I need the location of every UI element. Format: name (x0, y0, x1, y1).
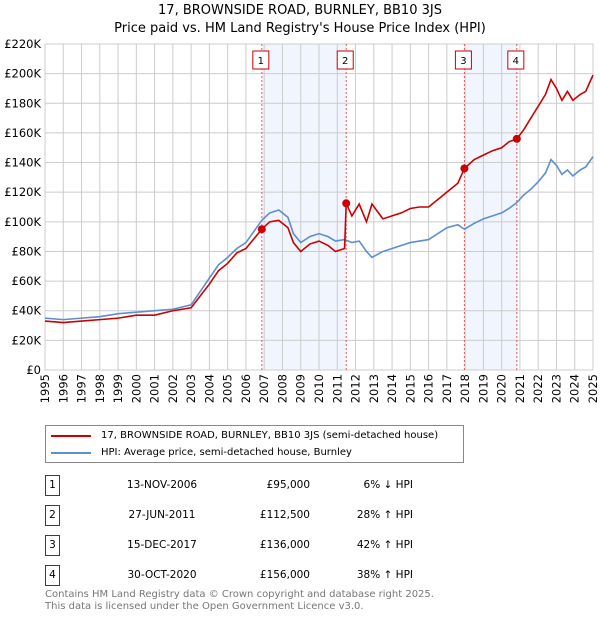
x-tick-label: 2020 (495, 374, 509, 403)
x-tick-label: 2011 (330, 374, 344, 403)
x-tick-label: 2013 (367, 374, 381, 403)
sale-price: £112,500 (259, 509, 310, 521)
sale-point (257, 225, 266, 234)
shaded-region (261, 44, 347, 370)
sale-marker-label: 1 (258, 56, 264, 67)
y-tick-label: £220K (4, 37, 41, 51)
x-tick-label: 2000 (129, 374, 143, 403)
sale-marker: 2 (45, 505, 60, 526)
x-tick-label: 2003 (184, 374, 198, 403)
x-tick-label: 2016 (422, 374, 436, 403)
x-tick-label: 2022 (531, 374, 545, 403)
sale-marker: 1 (45, 475, 60, 496)
sale-hpi: 42% ↑ HPI (356, 539, 413, 551)
x-tick-label: 1997 (75, 374, 89, 403)
x-tick-label: 2021 (513, 374, 527, 403)
x-tick-label: 2007 (257, 374, 271, 403)
y-tick-label: £140K (4, 156, 41, 170)
sale-date: 13-NOV-2006 (126, 479, 198, 491)
legend: 17, BROWNSIDE ROAD, BURNLEY, BB10 3JS (s… (45, 425, 464, 463)
x-tick-label: 2008 (275, 374, 289, 403)
x-tick-label: 2002 (166, 374, 180, 403)
sale-marker: 3 (45, 535, 60, 556)
shaded-region (464, 44, 517, 370)
x-tick-label: 2023 (549, 374, 563, 403)
y-tick-label: £80K (12, 244, 42, 258)
legend-swatch-blue (51, 451, 91, 454)
y-tick-label: £100K (4, 215, 41, 229)
y-tick-label: £40K (12, 304, 42, 318)
sale-point (512, 134, 521, 143)
x-tick-label: 2006 (239, 374, 253, 403)
x-tick-label: 1996 (56, 374, 70, 403)
legend-label: 17, BROWNSIDE ROAD, BURNLEY, BB10 3JS (s… (101, 430, 439, 441)
sale-date: 27-JUN-2011 (128, 509, 196, 521)
legend-swatch-red (51, 434, 91, 437)
x-tick-label: 2024 (568, 374, 582, 403)
x-tick-label: 2014 (385, 374, 399, 403)
sale-hpi: 38% ↑ HPI (356, 569, 413, 581)
sale-date: 15-DEC-2017 (127, 539, 197, 551)
x-tick-label: 2005 (221, 374, 235, 403)
x-tick-label: 1999 (111, 374, 125, 403)
sale-marker-label: 2 (342, 56, 348, 67)
x-tick-label: 1998 (93, 374, 107, 403)
y-tick-label: £160K (4, 126, 41, 140)
sale-price: £136,000 (259, 539, 310, 551)
x-tick-label: 2019 (476, 374, 490, 403)
y-tick-label: £200K (4, 67, 41, 81)
footer: Contains HM Land Registry data © Crown c… (45, 589, 434, 613)
sale-price: £95,000 (266, 479, 310, 491)
plot-frame (44, 43, 594, 371)
series-line (44, 74, 594, 324)
y-tick-label: £120K (4, 185, 41, 199)
x-tick-label: 2010 (312, 374, 326, 403)
sale-point (342, 199, 351, 208)
sale-point (460, 164, 469, 173)
y-tick-label: £20K (12, 333, 42, 347)
series-line (44, 156, 594, 321)
x-tick-label: 2025 (586, 374, 600, 403)
x-tick-label: 2012 (349, 374, 363, 403)
legend-label: HPI: Average price, semi-detached house,… (101, 447, 352, 458)
legend-item-hpi: HPI: Average price, semi-detached house,… (51, 447, 352, 458)
sale-marker-box (336, 50, 354, 70)
footer-line: Contains HM Land Registry data © Crown c… (45, 589, 434, 600)
sale-hpi: 28% ↑ HPI (356, 509, 413, 521)
x-tick-label: 2018 (458, 374, 472, 403)
sale-marker-box (454, 50, 472, 70)
x-tick-label: 2004 (202, 374, 216, 403)
x-tick-label: 2015 (403, 374, 417, 403)
x-tick-label: 2001 (148, 374, 162, 403)
x-tick-label: 1995 (38, 374, 52, 403)
sale-price: £156,000 (259, 569, 310, 581)
legend-item-property: 17, BROWNSIDE ROAD, BURNLEY, BB10 3JS (s… (51, 430, 438, 441)
y-tick-label: £60K (12, 274, 42, 288)
y-tick-label: £180K (4, 96, 41, 110)
y-tick-label: £0 (26, 363, 41, 377)
sale-marker-box (507, 50, 525, 70)
footer-line: This data is licensed under the Open Gov… (45, 601, 364, 612)
sale-marker-label: 3 (460, 56, 466, 67)
x-tick-label: 2017 (440, 374, 454, 403)
chart-title: 17, BROWNSIDE ROAD, BURNLEY, BB10 3JS (158, 3, 442, 18)
sale-date: 30-OCT-2020 (127, 569, 197, 581)
sale-marker-box (252, 50, 270, 70)
x-tick-label: 2009 (294, 374, 308, 403)
sale-marker-label: 4 (513, 56, 519, 67)
chart-subtitle: Price paid vs. HM Land Registry's House … (114, 21, 486, 36)
sale-marker: 4 (45, 565, 60, 586)
price-chart: £0 £20K £40K £60K £80K £100K £120K £140K £160K £1… (4, 37, 600, 403)
sale-hpi: 6% ↓ HPI (363, 479, 413, 491)
